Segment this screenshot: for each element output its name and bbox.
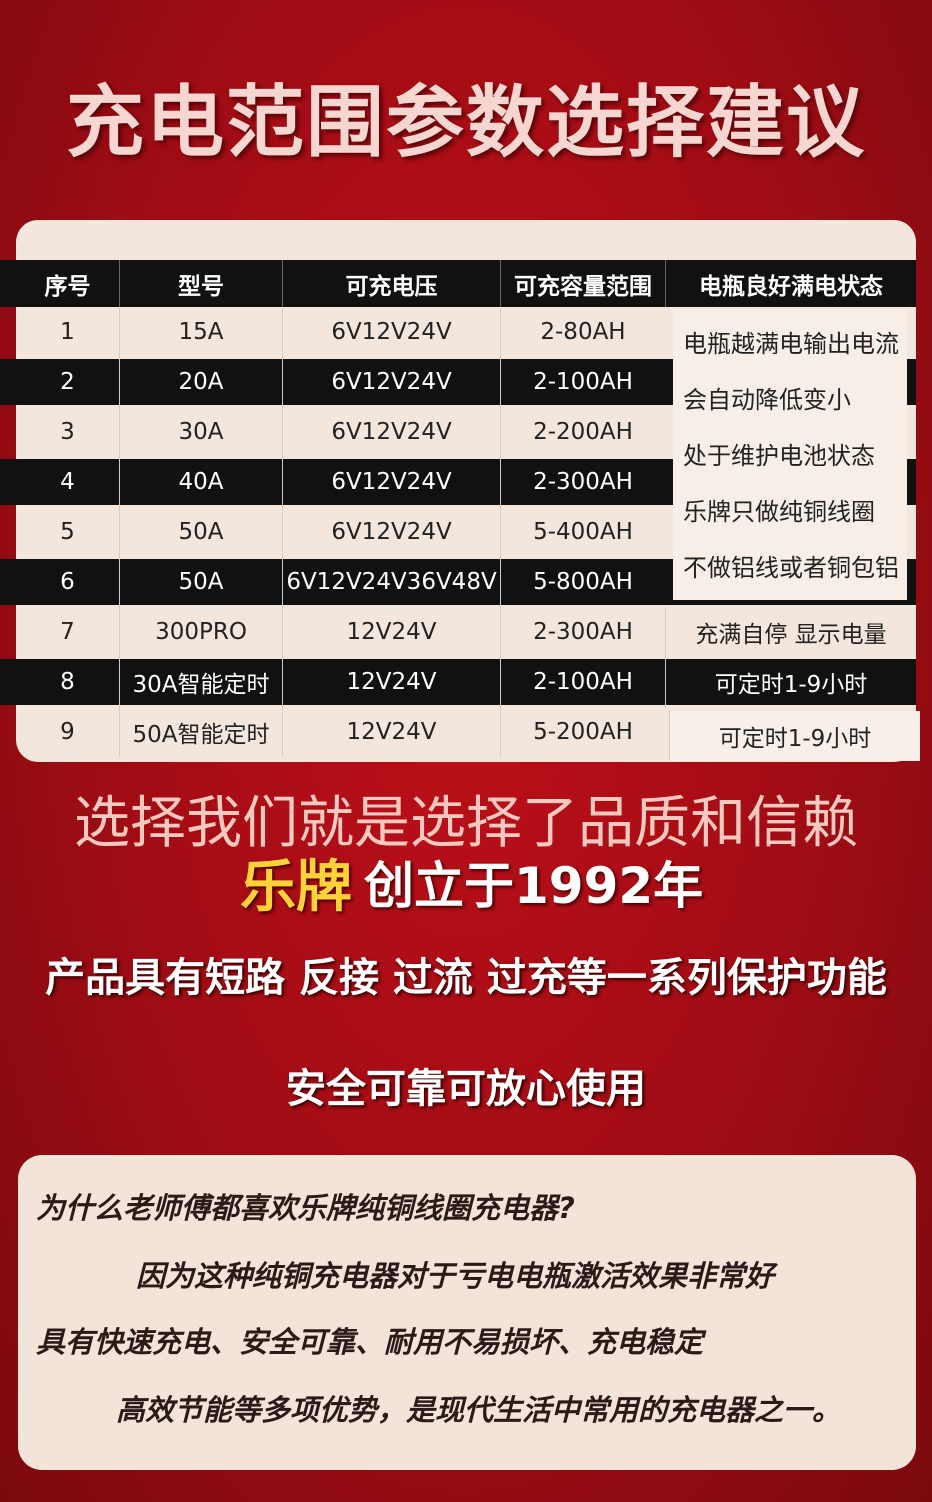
table-cell: 2 <box>60 369 75 395</box>
header-cell: 可充容量范围 <box>500 260 665 307</box>
table-cell: 6V12V24V <box>282 357 500 407</box>
table-cell: 5-200AH <box>500 707 665 757</box>
table-cell: 6V12V24V <box>282 307 500 357</box>
table-cell: 可定时1-9小时 <box>669 711 920 761</box>
table-cell: 6V12V24V <box>282 457 500 507</box>
table-cell: 4 <box>60 469 75 495</box>
table-cell: 30A智能定时 <box>119 657 282 707</box>
table-cell: 15A <box>119 307 282 357</box>
header-cell: 型号 <box>119 260 282 307</box>
table-cell: 50A智能定时 <box>119 707 282 757</box>
table-cell: 2-100AH <box>500 357 665 407</box>
header-cell: 电瓶良好满电状态 <box>665 260 916 307</box>
table-cell: 9 <box>60 719 75 745</box>
why-question: 为什么老师傅都喜欢乐牌纯铜线圈充电器? <box>36 1191 575 1225</box>
note-line: 电瓶越满电输出电流 <box>683 330 899 358</box>
table-cell: 7 <box>60 619 75 645</box>
table-cell: 12V24V <box>282 707 500 757</box>
table-cell: 30A <box>119 407 282 457</box>
table-cell: 2-100AH <box>500 657 665 707</box>
header-row <box>0 260 916 307</box>
table-cell: 40A <box>119 457 282 507</box>
table-cell: 300PRO <box>119 607 282 657</box>
table-cell: 5-800AH <box>500 557 665 607</box>
why-box: 为什么老师傅都喜欢乐牌纯铜线圈充电器? 因为这种纯铜充电器对于亏电电瓶激活效果非… <box>18 1155 916 1470</box>
row-band <box>0 659 916 705</box>
why-line: 具有快速充电、安全可靠、耐用不易损坏、充电稳定 <box>36 1325 704 1359</box>
why-line: 因为这种纯铜充电器对于亏电电瓶激活效果非常好 <box>136 1259 775 1293</box>
note-line: 会自动降低变小 <box>683 386 851 414</box>
table-cell: 5-400AH <box>500 507 665 557</box>
brand-founded: 创立于1992年 <box>364 857 704 915</box>
table-cell: 20A <box>119 357 282 407</box>
table-cell: 可定时1-9小时 <box>665 657 916 707</box>
features: 产品具有短路 反接 过流 过充等一系列保护功能 <box>45 955 887 1001</box>
note-line: 不做铝线或者铜包铝 <box>683 554 899 582</box>
table-cell: 3 <box>60 419 75 445</box>
note-line: 处于维护电池状态 <box>683 442 875 470</box>
table-cell: 50A <box>119 507 282 557</box>
table-cell: 5 <box>60 519 75 545</box>
note-line: 乐牌只做纯铜线圈 <box>683 498 875 526</box>
table: 序号 型号 可充电压 可充容量范围 电瓶良好满电状态 1 15A 6V12V24V 2-80AH… <box>0 260 920 761</box>
table-cell: 6V12V24V36V48V <box>282 557 500 607</box>
table-cell: 2-200AH <box>500 407 665 457</box>
header-cell: 可充电压 <box>282 260 500 307</box>
table-cell: 2-300AH <box>500 607 665 657</box>
table-cell: 1 <box>60 319 75 345</box>
table-cell: 充满自停 显示电量 <box>665 607 916 657</box>
table-cell: 6V12V24V <box>282 507 500 557</box>
why-line: 高效节能等多项优势，是现代生活中常用的充电器之一。 <box>116 1393 842 1427</box>
table-cell: 12V24V <box>282 657 500 707</box>
title: 充电范围参数选择建议 <box>65 78 866 168</box>
table-cell: 6 <box>60 569 75 595</box>
table-cell: 50A <box>119 557 282 607</box>
table-cell: 2-300AH <box>500 457 665 507</box>
table-cell: 2-80AH <box>500 307 665 357</box>
notes-box: 电瓶越满电输出电流 会自动降低变小 处于维护电池状态 乐牌只做纯铜线圈 不做铝线或者铜包… <box>673 310 907 600</box>
table-cell: 12V24V <box>282 607 500 657</box>
safety: 安全可靠可放心使用 <box>286 1066 646 1112</box>
slogan: 选择我们就是选择了品质和信赖 <box>74 791 858 856</box>
table-cell: 8 <box>60 669 75 695</box>
table-cell: 6V12V24V <box>282 407 500 457</box>
header-cell: 序号 <box>44 273 91 300</box>
brand-name: 乐牌 <box>240 855 352 920</box>
